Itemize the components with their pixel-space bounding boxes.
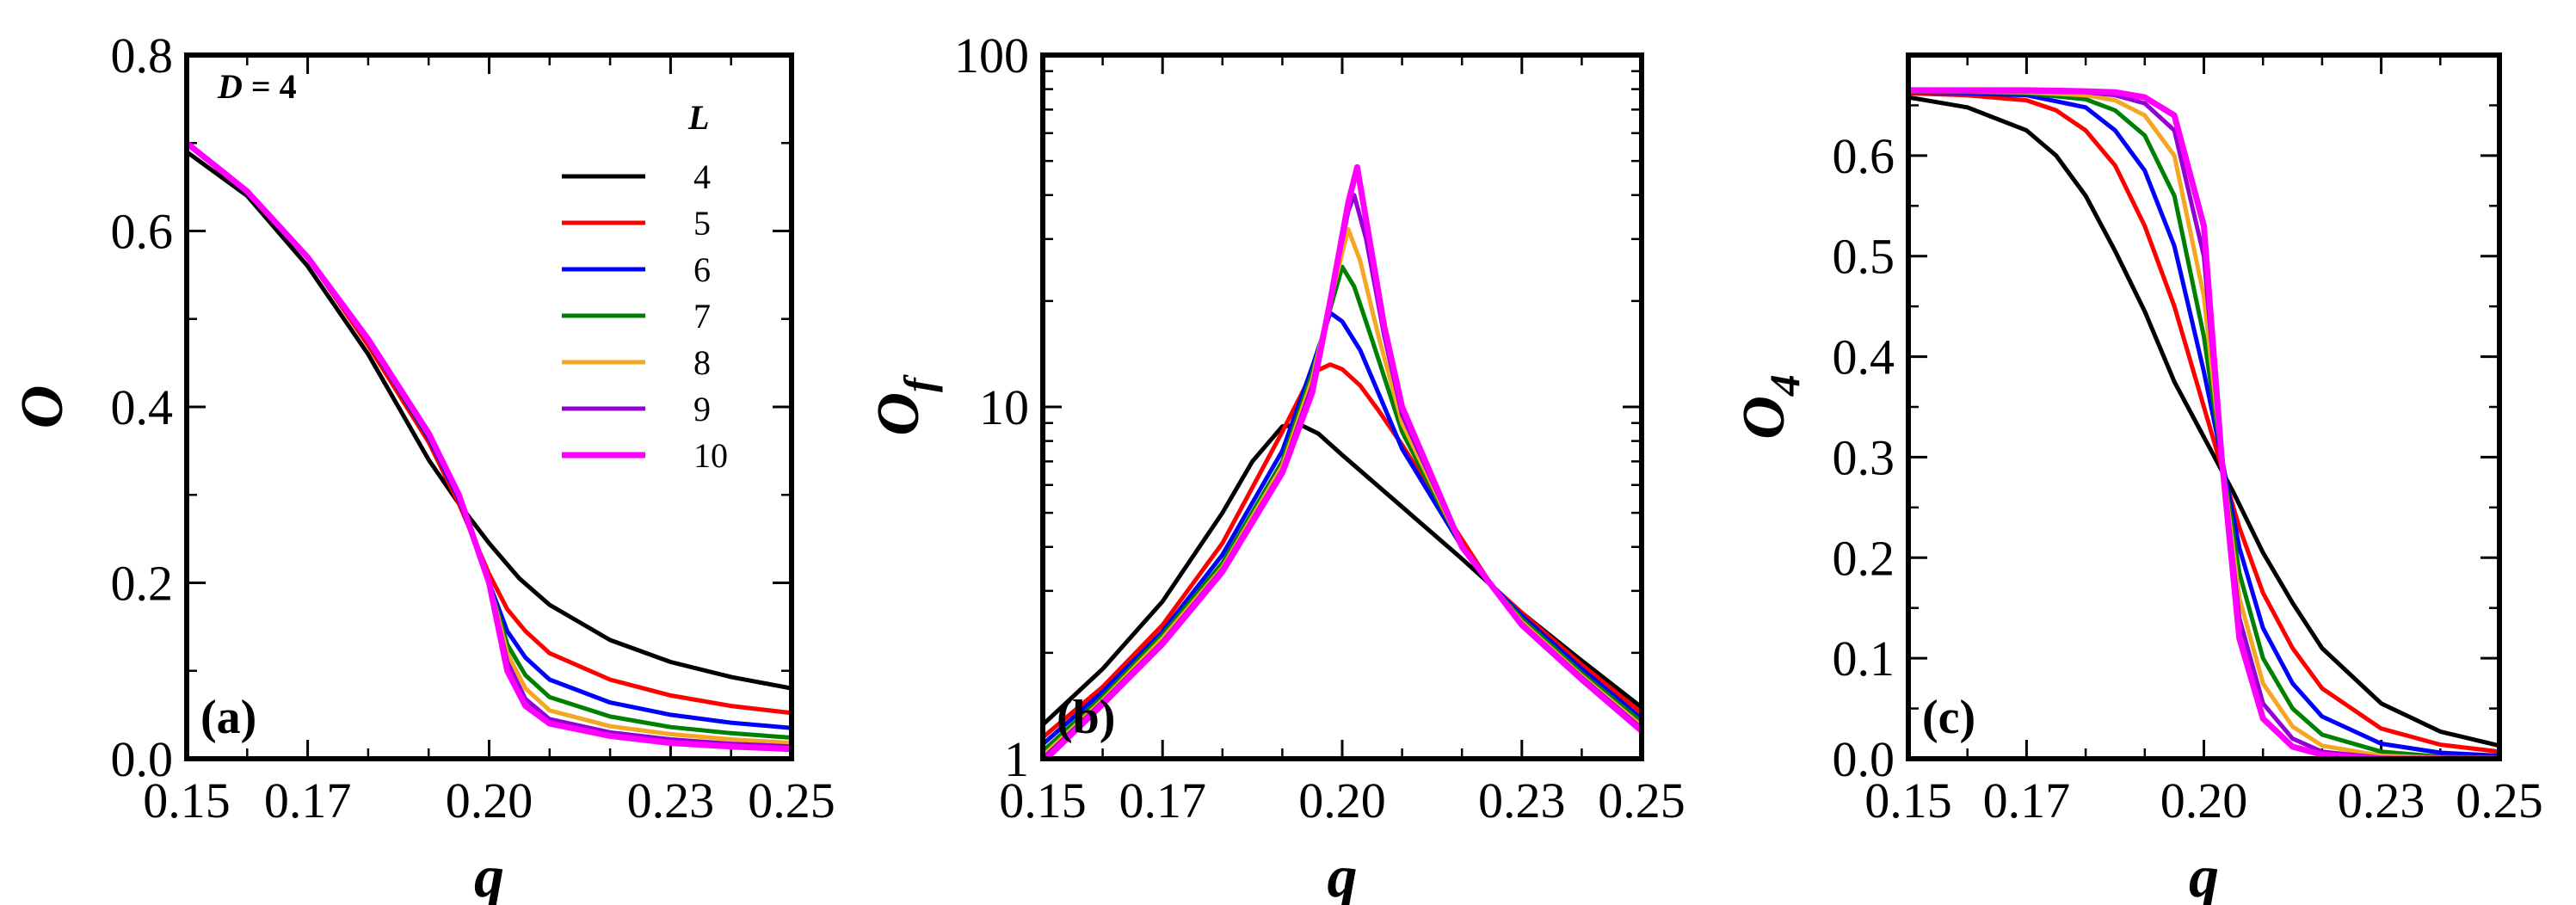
y-tick-label: 0.3 <box>1833 429 1895 485</box>
y-axis-label-subscript: 4 <box>1760 374 1809 397</box>
series-line-L8 <box>1908 89 2499 759</box>
chart-panel-b: 0.15 0.17 0.20 0.23 0.25 1 10 100 q Of (b) <box>866 28 1685 905</box>
legend: L 4 5 6 7 8 9 10 <box>562 98 728 475</box>
y-axis-label-main: O <box>1731 396 1797 440</box>
y-tick-label: 0.2 <box>1833 530 1895 586</box>
series-line-L4 <box>187 150 792 691</box>
x-tick-label: 0.15 <box>143 773 231 828</box>
y-tick-label: 0.6 <box>1833 128 1895 184</box>
x-tick-label: 0.20 <box>1298 773 1386 828</box>
legend-label: 6 <box>693 250 711 289</box>
legend-label: 9 <box>693 390 711 428</box>
series-line-L10 <box>1908 87 2499 759</box>
dimension-note-value: = 4 <box>243 67 297 106</box>
series-line-L5 <box>1908 90 2499 754</box>
y-tick-label: 0.8 <box>111 28 174 83</box>
x-tick-label: 0.25 <box>1598 773 1685 828</box>
series-line-L10 <box>187 139 792 753</box>
series-line-L10 <box>1043 163 1642 759</box>
y-tick-label: 100 <box>954 28 1029 83</box>
x-tick-label: 0.23 <box>2338 773 2425 828</box>
dimension-note: D = 4 <box>217 67 297 106</box>
y-tick-label: 1 <box>1004 731 1029 787</box>
plot-frame <box>1906 52 2502 761</box>
y-tick-label: 0.1 <box>1833 631 1895 686</box>
panel-label: (a) <box>200 691 256 744</box>
x-tick-label: 0.17 <box>1119 773 1206 828</box>
y-tick-label: 10 <box>979 379 1029 435</box>
x-axis-label: q <box>1328 844 1358 905</box>
y-axis-label: O <box>9 385 76 429</box>
x-tick-label: 0.17 <box>264 773 352 828</box>
legend-label: 5 <box>693 204 711 243</box>
x-tick-label: 0.25 <box>2456 773 2543 828</box>
legend-label: 7 <box>693 297 711 336</box>
plot-frame <box>1040 52 1644 761</box>
chart-panel-a: 0.15 0.17 0.20 0.23 0.25 0.0 0.2 0.4 0.6 0.8 q O (a)… <box>9 28 835 905</box>
plot-frame <box>184 52 794 761</box>
x-tick-label: 0.23 <box>1478 773 1566 828</box>
series-line-L6 <box>1043 311 1642 747</box>
x-tick-label: 0.20 <box>446 773 533 828</box>
y-axis-label: Of <box>866 374 943 436</box>
panel-label: (c) <box>1922 691 1975 744</box>
x-tick-label: 0.23 <box>627 773 715 828</box>
x-tick-label: 0.15 <box>1864 773 1952 828</box>
series-line-L7 <box>1043 264 1642 754</box>
x-tick-label: 0.15 <box>999 773 1087 828</box>
legend-label: 4 <box>693 157 711 196</box>
y-tick-label: 0.4 <box>111 379 174 435</box>
panel-label: (b) <box>1057 691 1115 744</box>
legend-title: L <box>687 98 709 137</box>
y-tick-label: 0.5 <box>1833 229 1895 285</box>
dimension-note-var: D <box>217 67 243 106</box>
legend-label: 8 <box>693 343 711 382</box>
y-tick-label: 0.0 <box>1833 731 1895 787</box>
x-axis-label: q <box>474 844 504 905</box>
y-tick-label: 0.2 <box>111 556 174 612</box>
chart-panel-c: 0.15 0.17 0.20 0.23 0.25 0.0 0.1 0.2 0.3 0.4 0.5 0.… <box>1731 52 2543 905</box>
series-line-L9 <box>1908 89 2499 759</box>
x-tick-label: 0.20 <box>2160 773 2248 828</box>
series-line-L4 <box>1043 422 1642 727</box>
x-tick-label: 0.25 <box>748 773 835 828</box>
y-axis-label-subscript: f <box>895 374 943 392</box>
y-axis-label-main: O <box>9 385 76 429</box>
y-tick-label: 0.0 <box>111 731 174 787</box>
series-line-L5 <box>1043 362 1642 740</box>
x-axis-label: q <box>2189 844 2219 905</box>
y-axis-label: O4 <box>1731 374 1809 440</box>
y-tick-label: 0.6 <box>111 204 174 260</box>
y-tick-label: 0.4 <box>1833 329 1895 385</box>
series-line-L6 <box>1908 89 2499 758</box>
legend-label: 10 <box>693 436 728 475</box>
y-axis-label-main: O <box>866 392 932 436</box>
x-tick-label: 0.17 <box>1983 773 2071 828</box>
series-line-L7 <box>1908 89 2499 759</box>
series-line-L4 <box>1908 95 2499 748</box>
